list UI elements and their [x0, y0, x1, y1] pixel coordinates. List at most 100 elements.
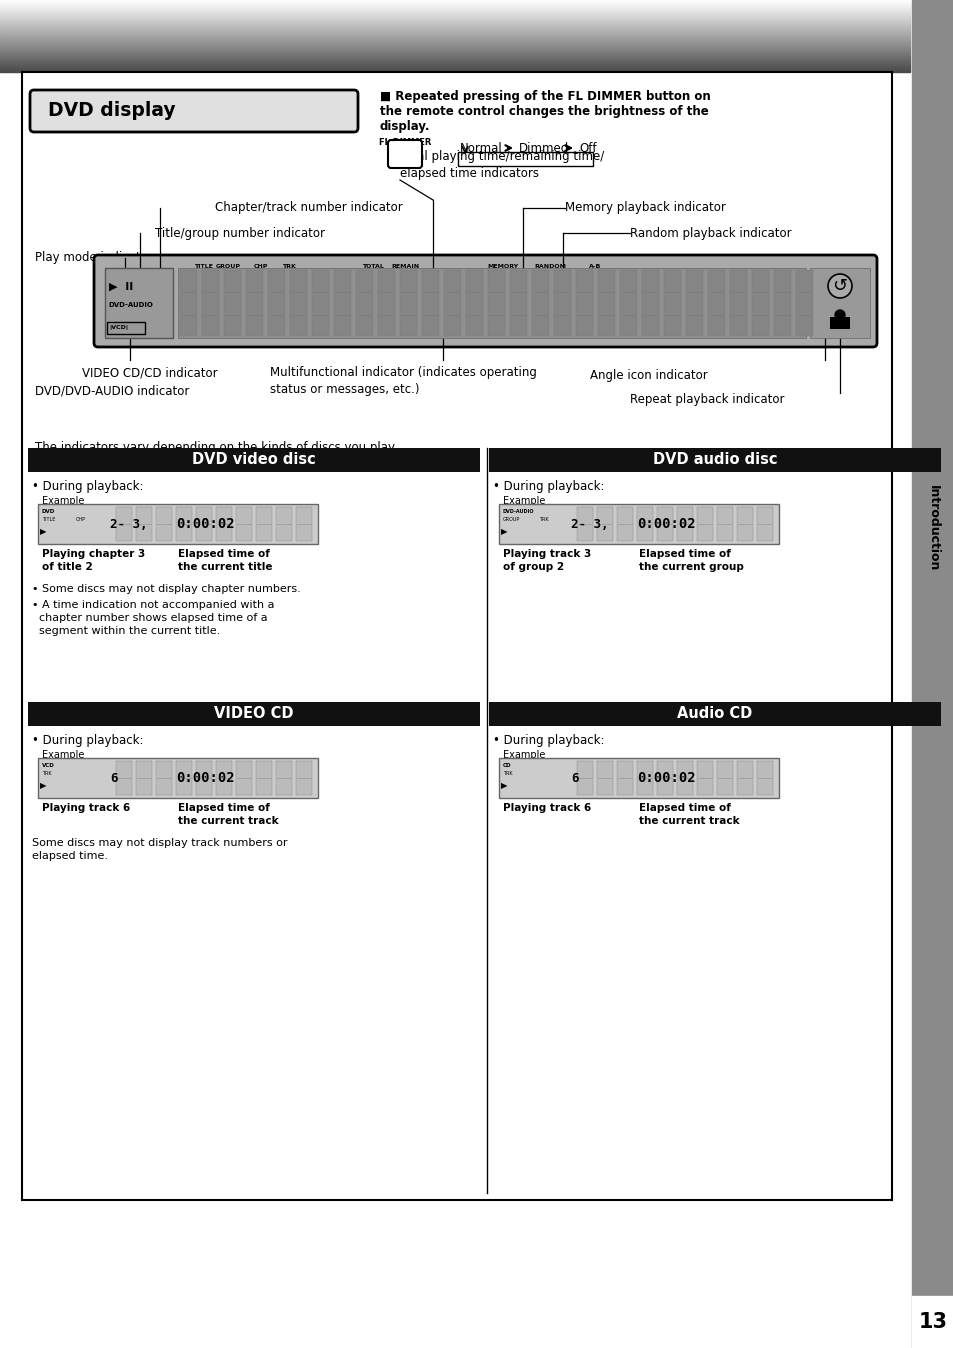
Text: Some discs may not display track numbers or
elapsed time.: Some discs may not display track numbers…	[32, 838, 287, 861]
Text: TRK: TRK	[282, 264, 295, 270]
Text: RANDOM: RANDOM	[534, 264, 565, 270]
Bar	[829, 317, 849, 329]
Bar	[617, 762, 633, 795]
Text: • During playback:: • During playback:	[493, 735, 604, 747]
Bar	[38, 758, 317, 798]
Bar	[795, 270, 812, 336]
Text: TITLE: TITLE	[193, 264, 213, 270]
Text: VIDEO CD/CD indicator: VIDEO CD/CD indicator	[82, 367, 217, 379]
Bar	[312, 270, 329, 336]
Bar	[202, 270, 219, 336]
Bar	[156, 507, 172, 541]
Bar	[28, 448, 479, 472]
Text: REMAIN: REMAIN	[391, 264, 418, 270]
Text: Elapsed time of
the current track: Elapsed time of the current track	[639, 803, 739, 826]
Bar	[619, 270, 637, 336]
Bar	[737, 762, 753, 795]
Bar	[677, 762, 693, 795]
Bar	[355, 270, 373, 336]
Text: ↺: ↺	[832, 276, 846, 295]
Text: Off: Off	[578, 142, 596, 155]
Text: DVD display: DVD display	[48, 101, 175, 120]
Text: Playing track 3
of group 2: Playing track 3 of group 2	[502, 549, 591, 572]
Bar	[268, 270, 285, 336]
Text: TRK: TRK	[538, 518, 548, 522]
Bar	[488, 270, 504, 336]
Bar	[597, 762, 613, 795]
Bar	[577, 762, 593, 795]
Text: ▶: ▶	[500, 527, 507, 537]
Bar	[136, 762, 152, 795]
Text: • A time indication not accompanied with a
  chapter number shows elapsed time o: • A time indication not accompanied with…	[32, 600, 274, 636]
Bar	[697, 507, 713, 541]
Bar	[911, 1295, 953, 1348]
Text: DVD video disc: DVD video disc	[192, 453, 315, 468]
Text: • During playback:: • During playback:	[493, 480, 604, 493]
Bar	[685, 270, 702, 336]
Bar	[576, 270, 593, 336]
Bar	[216, 507, 233, 541]
Text: 0:00:02: 0:00:02	[175, 518, 234, 531]
Bar	[707, 270, 724, 336]
Bar	[224, 270, 241, 336]
Bar	[176, 762, 193, 795]
Bar	[577, 507, 593, 541]
Text: Play mode indicator: Play mode indicator	[35, 252, 152, 264]
Text: 6: 6	[571, 771, 578, 785]
Bar	[196, 762, 213, 795]
Text: Example: Example	[42, 496, 84, 506]
Bar	[334, 270, 351, 336]
Text: display.: display.	[379, 120, 430, 133]
Bar	[38, 504, 317, 545]
Text: 13: 13	[918, 1312, 946, 1332]
Text: Elapsed time of
the current title: Elapsed time of the current title	[178, 549, 273, 572]
FancyBboxPatch shape	[94, 255, 876, 346]
Text: VIDEO CD: VIDEO CD	[214, 706, 294, 721]
Bar	[136, 507, 152, 541]
Bar	[28, 702, 479, 727]
Text: • During playback:: • During playback:	[32, 735, 143, 747]
Bar	[296, 507, 312, 541]
Bar	[196, 507, 213, 541]
Bar	[276, 507, 292, 541]
Text: 6: 6	[110, 771, 117, 785]
Bar	[105, 268, 172, 338]
Text: Playing track 6: Playing track 6	[42, 803, 131, 813]
Text: ▶: ▶	[500, 782, 507, 790]
Text: Multifunctional indicator (indicates operating
status or messages, etc.): Multifunctional indicator (indicates ope…	[270, 367, 537, 396]
Bar	[677, 507, 693, 541]
Bar	[751, 270, 768, 336]
Text: TRK: TRK	[502, 771, 512, 776]
Text: TITLE: TITLE	[42, 518, 55, 522]
Text: DVD/DVD-AUDIO indicator: DVD/DVD-AUDIO indicator	[35, 384, 190, 398]
Bar	[489, 702, 940, 727]
Bar	[276, 762, 292, 795]
Text: Example: Example	[42, 749, 84, 760]
Text: DVD audio disc: DVD audio disc	[652, 453, 777, 468]
Bar	[729, 270, 746, 336]
Bar	[443, 270, 460, 336]
Bar	[757, 507, 773, 541]
FancyBboxPatch shape	[388, 140, 421, 168]
Bar	[290, 270, 307, 336]
Text: CD: CD	[502, 763, 511, 768]
Bar	[176, 507, 193, 541]
Bar	[809, 268, 869, 338]
Bar	[377, 270, 395, 336]
Text: Chapter/track number indicator: Chapter/track number indicator	[214, 201, 402, 214]
Bar	[489, 448, 940, 472]
Text: DVD-AUDIO: DVD-AUDIO	[502, 510, 534, 514]
Bar	[457, 152, 593, 166]
Text: Total playing time/remaining time/
elapsed time indicators: Total playing time/remaining time/ elaps…	[399, 150, 603, 181]
Text: Normal: Normal	[459, 142, 502, 155]
Bar	[116, 762, 132, 795]
Bar	[637, 762, 653, 795]
Text: Playing track 6: Playing track 6	[502, 803, 591, 813]
Bar	[465, 270, 482, 336]
Bar	[697, 762, 713, 795]
Text: A-B: A-B	[588, 264, 600, 270]
Bar	[657, 507, 673, 541]
Bar	[554, 270, 571, 336]
Text: CHP: CHP	[76, 518, 86, 522]
Text: Elapsed time of
the current track: Elapsed time of the current track	[178, 803, 278, 826]
